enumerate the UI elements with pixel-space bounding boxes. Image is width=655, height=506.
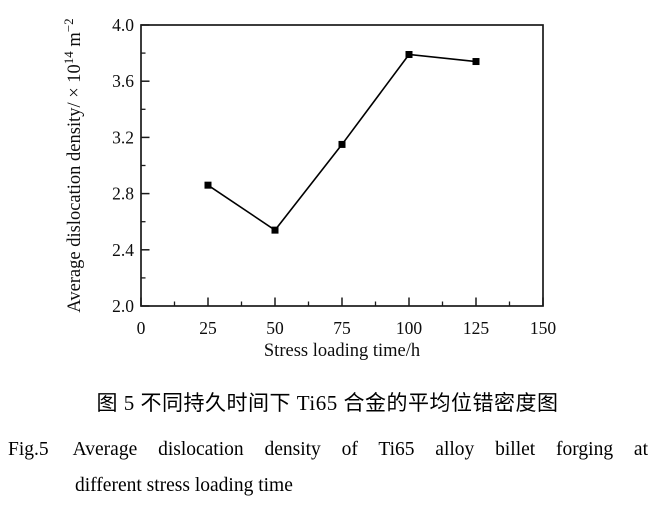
plot-frame	[140, 24, 544, 307]
x-tick-label: 100	[396, 318, 423, 338]
x-tick-label: 125	[463, 318, 490, 338]
x-tick-label: 150	[530, 318, 557, 338]
dislocation-density-chart: 0 25 50 75 100 125 150 2.0 2.4 2.8 3.2 3.6 4.0 Stress…	[61, 15, 557, 361]
x-axis-title: Stress loading time/h	[264, 341, 420, 361]
y-tick-label: 4.0	[112, 15, 134, 35]
data-point-marker	[338, 140, 346, 148]
x-tick-label: 75	[333, 318, 351, 338]
y-tick-label: 2.0	[112, 296, 134, 316]
y-tick-label: 2.8	[112, 184, 134, 204]
x-tick-label: 0	[137, 318, 146, 338]
figure-number-label: Fig.5	[8, 439, 49, 460]
y-axis-title: Average dislocation density/ × 1014 m−2	[61, 18, 85, 312]
data-point-marker	[405, 51, 413, 59]
caption-english-line2: different stress loading time	[75, 475, 293, 496]
caption-english-line1: Fig.5 Average dislocation density of Ti6…	[0, 436, 655, 463]
x-tick-label: 50	[266, 318, 284, 338]
data-point-marker	[472, 58, 480, 66]
caption-chinese: 图 5 不同持久时间下 Ti65 合金的平均位错密度图	[96, 391, 559, 415]
chart-svg: 0 25 50 75 100 125 150 2.0 2.4 2.8 3.2 3.6 4.0 Stress…	[61, 15, 557, 361]
data-point-marker	[271, 226, 279, 234]
y-tick-label: 3.2	[112, 127, 134, 147]
caption-english-text: Average dislocation density of Ti65 allo…	[72, 439, 648, 460]
data-point-marker	[204, 181, 212, 189]
y-tick-label: 3.6	[112, 71, 134, 91]
y-tick-label: 2.4	[112, 240, 134, 260]
x-tick-label: 25	[199, 318, 217, 338]
